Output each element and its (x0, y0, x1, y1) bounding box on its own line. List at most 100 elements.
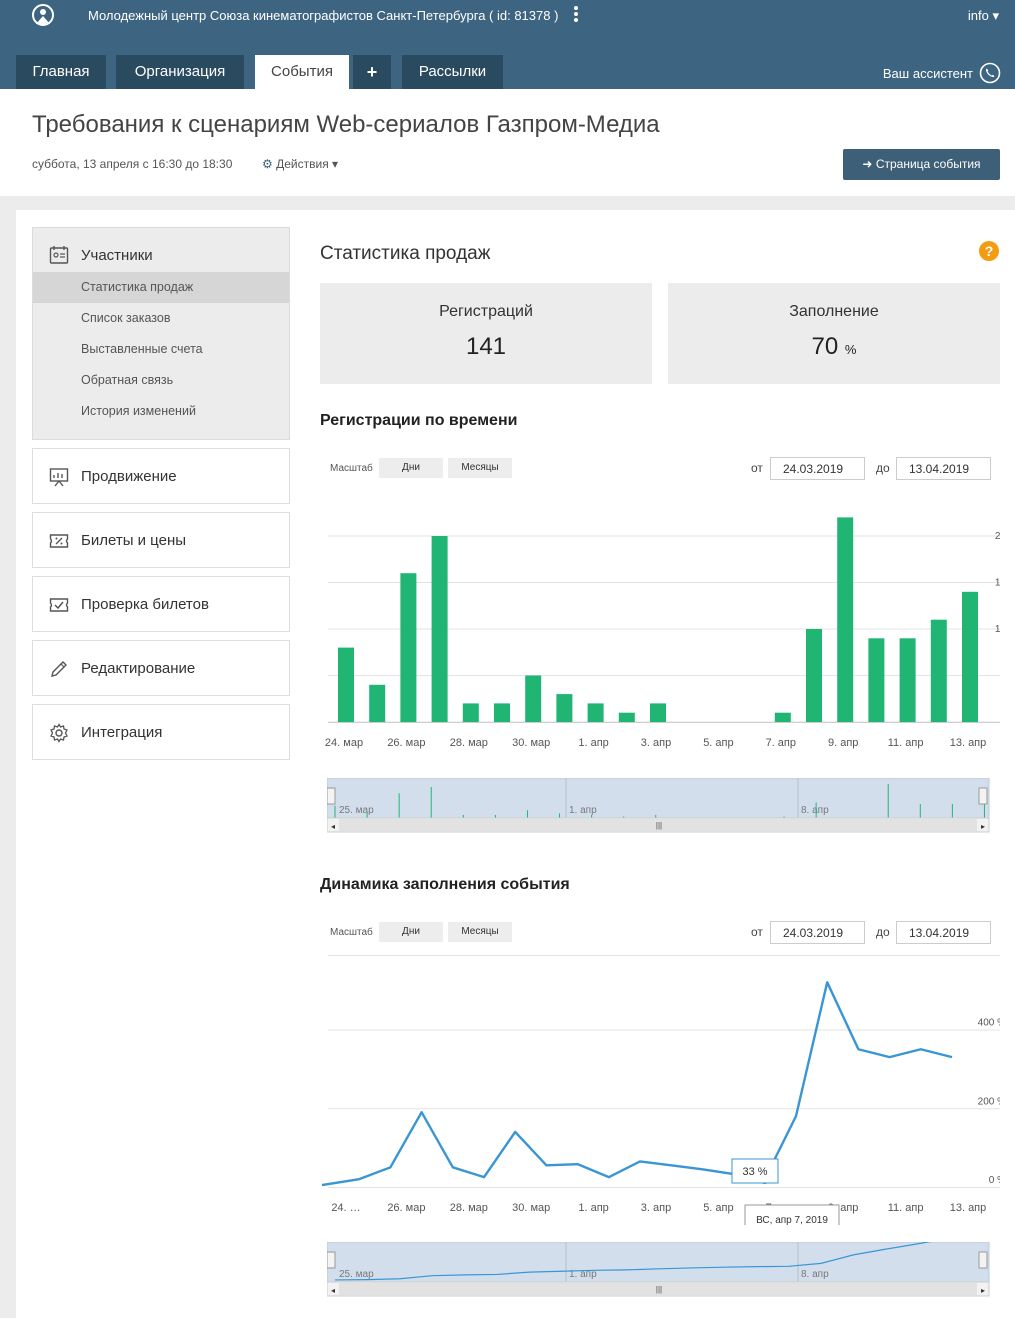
tab-mailings[interactable]: Рассылки (402, 55, 503, 89)
gear-icon: ⚙ (262, 157, 273, 171)
x-tick-label: 26. мар (387, 737, 425, 749)
sidebar-item-orders[interactable]: Список заказов (81, 311, 171, 325)
event-page-button[interactable]: ➜ Страница события (843, 149, 1000, 180)
fill-navigator[interactable]: 25. мар 1. апр 8. апр ◂ ▸ ||| (327, 1242, 991, 1298)
y-tick-label: 200 % (978, 1096, 1000, 1107)
x-tick-label: 28. мар (450, 737, 488, 749)
scale-months-button[interactable]: Месяцы (448, 458, 512, 478)
x-tick-label: 13. апр (950, 737, 987, 749)
tooltip-date: ВС, апр 7, 2019 (756, 1215, 828, 1225)
x-tick-label: 30. мар (512, 737, 550, 749)
navigator-label: 25. мар (339, 805, 374, 816)
scrollbar-thumb (339, 819, 977, 831)
sidebar-item-invoices[interactable]: Выставленные счета (81, 342, 203, 356)
organization-title: Молодежный центр Союза кинематографистов… (88, 8, 559, 23)
scrollbar-grip: ||| (656, 821, 662, 830)
sidebar-participants-group: Участники Статистика продаж Список заказ… (32, 227, 290, 440)
sidebar-item-editing[interactable]: Редактирование (32, 640, 290, 696)
bar (462, 703, 479, 722)
from-label: от (751, 461, 763, 475)
y-tick-label: 400 % (978, 1018, 1000, 1029)
from-date-input[interactable] (770, 457, 865, 480)
sidebar-tickets-prices-label: Билеты и цены (81, 532, 187, 549)
sales-stats-title: Статистика продаж (320, 243, 491, 264)
bar (806, 629, 822, 722)
sidebar-item-promotion[interactable]: Продвижение (32, 448, 290, 504)
bar (494, 703, 510, 722)
navigator-label: 25. мар (339, 1269, 374, 1280)
caret-down-icon: ▾ (992, 8, 999, 23)
x-tick-label: 3. апр (641, 1202, 671, 1214)
registrations-label: Регистраций (439, 303, 533, 320)
to-date-input[interactable] (896, 921, 991, 944)
sidebar-item-sales-stats[interactable]: Статистика продаж (33, 272, 289, 303)
sidebar-item-history[interactable]: История изменений (81, 404, 196, 418)
main-panel: Участники Статистика продаж Список заказ… (16, 210, 1015, 1318)
navigator-handle-right (978, 787, 988, 805)
x-tick-label: 3. апр (641, 737, 671, 749)
sidebar-participants-label[interactable]: Участники (81, 247, 153, 264)
sidebar-ticket-check-label: Проверка билетов (81, 596, 209, 613)
user-menu-label: info (967, 8, 989, 23)
sidebar-editing-label: Редактирование (81, 660, 196, 677)
to-label: до (876, 461, 890, 475)
arrow-right-icon: ➜ (862, 157, 873, 171)
user-menu[interactable]: info ▾ (968, 8, 999, 24)
bar (899, 638, 916, 722)
caret-down-icon: ▾ (332, 157, 339, 171)
ticket-icon (49, 534, 69, 548)
bar (774, 712, 791, 722)
x-tick-label: 5. апр (703, 737, 733, 749)
from-date-input[interactable] (770, 921, 865, 944)
bar (837, 517, 854, 722)
x-tick-label: 28. мар (450, 1202, 488, 1214)
scale-label: Масштаб (330, 927, 373, 938)
x-tick-label: 30. мар (512, 1202, 550, 1214)
to-label: до (876, 925, 890, 939)
tooltip-date-box (744, 1204, 840, 1225)
scroll-left-arrow: ◂ (331, 822, 335, 831)
actions-label: Действия (276, 157, 329, 171)
event-date: суббота, 13 апреля с 16:30 до 18:30 (32, 157, 233, 171)
tab-main[interactable]: Главная (16, 55, 106, 89)
bar (650, 703, 666, 722)
scale-days-button[interactable]: Дни (379, 922, 443, 942)
scale-label: Масштаб (330, 463, 373, 474)
logo-icon[interactable] (28, 2, 58, 30)
navigator-window (327, 778, 990, 819)
bar (618, 712, 635, 722)
tab-organization[interactable]: Организация (116, 55, 244, 89)
tooltip-value-box (731, 1158, 779, 1184)
navigator-label: 8. апр (801, 1269, 829, 1280)
scrollbar-thumb (339, 1283, 977, 1295)
sidebar-item-feedback[interactable]: Обратная связь (81, 373, 174, 387)
x-tick-label: 24. … (331, 1202, 360, 1214)
assistant-link[interactable]: Ваш ассистент (883, 62, 1001, 84)
participants-icon (49, 246, 69, 264)
to-date-input[interactable] (896, 457, 991, 480)
bar (525, 675, 542, 722)
scale-days-button[interactable]: Дни (379, 458, 443, 478)
scroll-left-arrow: ◂ (331, 1286, 335, 1295)
more-options-icon[interactable] (572, 6, 580, 24)
scroll-right-arrow: ▸ (981, 1286, 985, 1295)
scale-months-button[interactable]: Месяцы (448, 922, 512, 942)
from-label: от (751, 925, 763, 939)
sidebar-item-integration[interactable]: Интеграция (32, 704, 290, 760)
x-tick-label: 11. апр (888, 1202, 924, 1214)
sidebar-item-ticket-check[interactable]: Проверка билетов (32, 576, 290, 632)
tab-add[interactable]: + (353, 55, 391, 89)
sidebar-item-tickets-prices[interactable]: Билеты и цены (32, 512, 290, 568)
ticket-check-icon (49, 598, 69, 612)
help-icon[interactable]: ? (979, 241, 999, 261)
y-tick-label: 20 (995, 531, 1000, 542)
scroll-right-arrow: ▸ (981, 822, 985, 831)
registrations-navigator[interactable]: 25. мар 1. апр 8. апр ◂ ▸ ||| (327, 778, 991, 834)
fill-unit: % (844, 342, 857, 357)
event-page-button-label: Страница события (875, 157, 981, 171)
actions-dropdown[interactable]: ⚙ Действия ▾ (262, 157, 338, 171)
x-tick-label: 5. апр (703, 1202, 733, 1214)
tab-events[interactable]: События (255, 55, 349, 89)
bar (962, 591, 978, 722)
